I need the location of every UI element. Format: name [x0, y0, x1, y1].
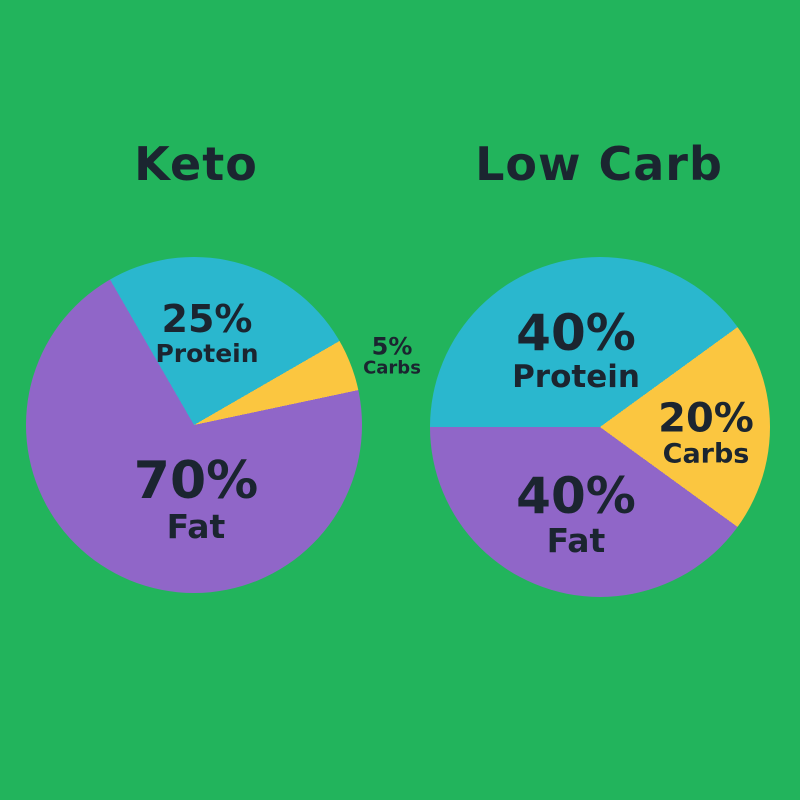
slice-value-label: 40% [516, 303, 636, 362]
slice-label-keto-carbs: 5% Carbs [363, 333, 421, 378]
slice-name-label: Fat [546, 520, 606, 560]
slice-value-label: 40% [516, 466, 636, 525]
slice-label-lowcarb-protein: 40% Protein [512, 303, 640, 395]
pie-chart-low-carb: 40% Protein 20% Carbs 40% Fat [430, 257, 770, 597]
chart-title-low-carb: Low Carb [475, 137, 723, 191]
slice-name-label: Carbs [363, 357, 421, 379]
slice-name-label: Protein [512, 358, 640, 395]
slice-value-label: 70% [133, 450, 259, 511]
pie-chart-keto: 25% Protein 5% Carbs 70% Fat [26, 257, 421, 593]
chart-title-keto: Keto [134, 137, 258, 191]
slice-value-label: 20% [658, 395, 754, 442]
slice-label-keto-protein: 25% Protein [155, 296, 259, 368]
slice-label-lowcarb-fat: 40% Fat [516, 466, 636, 560]
slice-value-label: 5% [371, 332, 413, 361]
slice-value-label: 25% [161, 296, 253, 341]
slice-label-keto-fat: 70% Fat [133, 450, 259, 546]
slice-name-label: Fat [166, 506, 226, 546]
slice-name-label: Carbs [662, 438, 750, 470]
slice-name-label: Protein [155, 338, 259, 368]
slice-label-lowcarb-carbs: 20% Carbs [658, 397, 754, 470]
